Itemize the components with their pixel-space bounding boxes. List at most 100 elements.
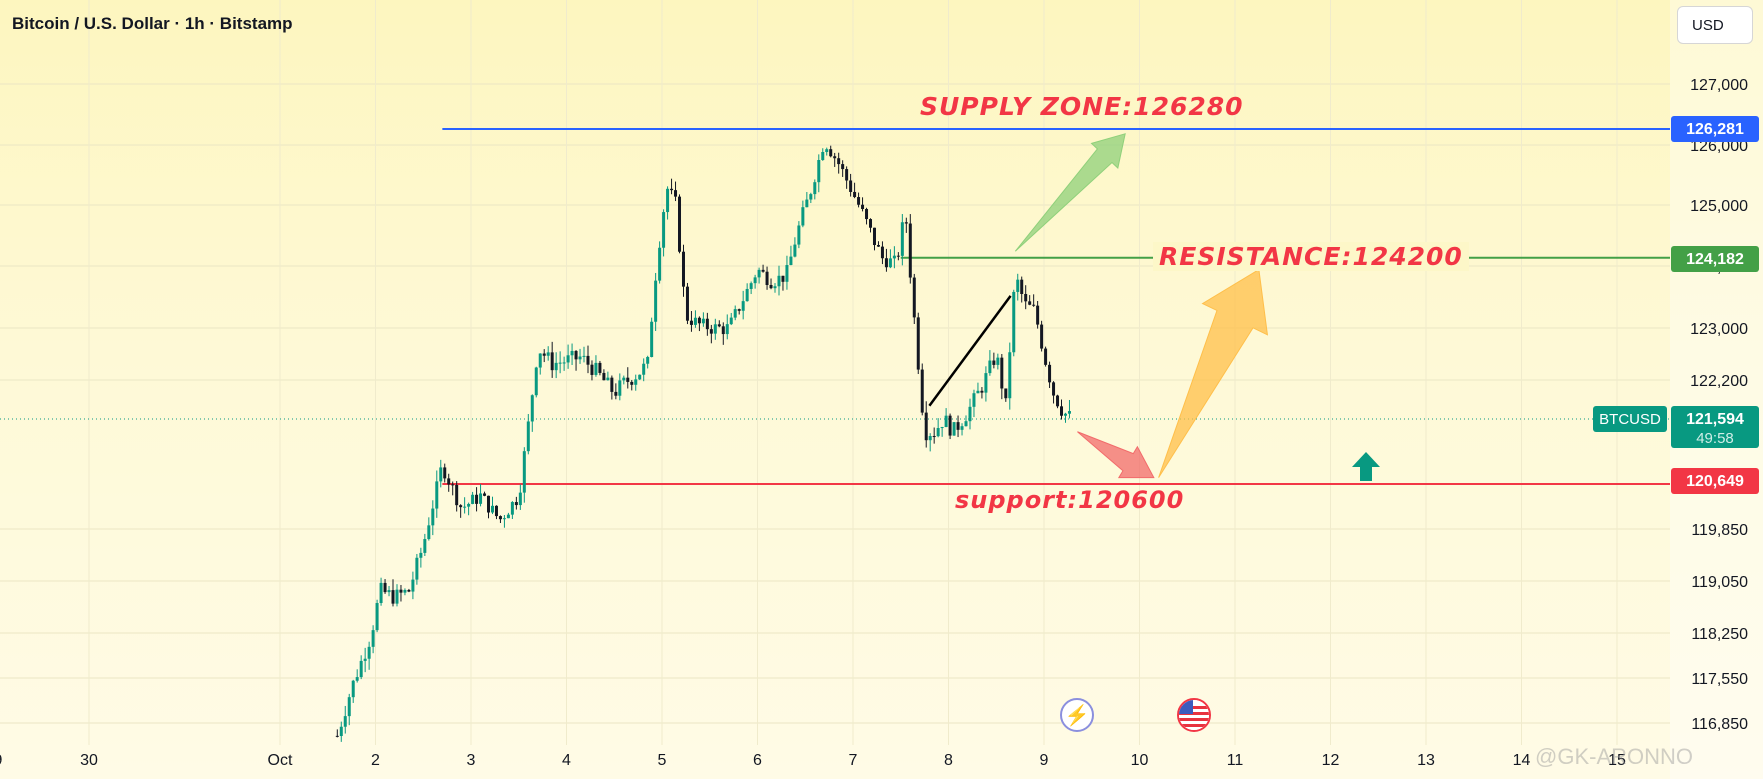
supply-price-text: 126,281 <box>1686 121 1744 138</box>
last-price-text: 121,594 <box>1686 411 1744 428</box>
candle-body <box>355 677 359 681</box>
candle-body <box>363 658 367 661</box>
candle-body <box>447 478 451 485</box>
candle-body <box>554 362 558 371</box>
candle-body <box>1044 348 1048 365</box>
candle-body <box>956 422 960 430</box>
candle-body <box>805 199 809 208</box>
candle-body <box>1024 293 1028 302</box>
candle-body <box>626 377 630 382</box>
candle-body <box>713 324 717 334</box>
candle-body <box>821 152 825 161</box>
target-resistance-arrow <box>1158 268 1269 478</box>
candle-body <box>475 494 479 504</box>
currency-button[interactable]: USD <box>1677 6 1753 44</box>
candle-body <box>936 428 940 437</box>
candle-body <box>685 286 689 321</box>
candle-body <box>964 421 968 427</box>
support-price-text: 120,649 <box>1686 473 1744 490</box>
candle-body <box>602 372 606 381</box>
symbol-title[interactable]: Bitcoin / U.S. Dollar · 1h · Bitstamp <box>12 14 293 33</box>
support-price-label <box>1671 468 1759 494</box>
candle-body <box>670 188 674 191</box>
resistance-annotation: RESISTANCE:124200 <box>1153 242 1469 271</box>
us-flag-icon[interactable] <box>1177 698 1211 732</box>
x-tick-label: 9 <box>1040 752 1049 769</box>
x-tick-label: 6 <box>753 752 762 769</box>
candle-body <box>972 393 976 407</box>
candle-body <box>538 353 542 368</box>
candle-body <box>944 415 948 428</box>
candle-body <box>857 197 861 205</box>
candle-body <box>884 258 888 268</box>
candle-body <box>753 277 757 284</box>
candle-body <box>892 255 896 259</box>
candle-body <box>562 362 566 364</box>
candle-body <box>896 255 900 257</box>
candle-body <box>745 288 749 302</box>
candle-body <box>367 646 371 659</box>
candle-body <box>498 516 502 520</box>
candle-body <box>757 269 761 278</box>
x-tick-label: 13 <box>1417 752 1435 769</box>
candle-body <box>1067 411 1071 414</box>
candle-body <box>940 427 944 429</box>
candle-body <box>793 244 797 257</box>
candle-body <box>467 503 471 507</box>
candle-body <box>1056 395 1060 407</box>
candle-body <box>988 360 992 374</box>
candle-body <box>646 356 650 364</box>
candle-body <box>403 589 407 593</box>
up-arrow-icon <box>1352 452 1380 481</box>
candle-body <box>825 149 829 153</box>
candle-body <box>622 377 626 381</box>
candle-body <box>371 630 375 647</box>
y-tick-label: 127,000 <box>1690 77 1748 94</box>
resistance-price-text: 124,182 <box>1686 251 1744 268</box>
lightning-event-icon[interactable]: ⚡ <box>1060 698 1094 732</box>
candle-body <box>606 377 610 381</box>
candle-body <box>924 412 928 441</box>
x-tick-label: 14 <box>1513 752 1531 769</box>
candle-body <box>908 223 912 278</box>
candle-body <box>347 697 351 717</box>
candle-body <box>980 390 984 393</box>
candle-body <box>379 582 383 604</box>
resistance-price-label <box>1671 246 1759 272</box>
candle-body <box>479 493 483 504</box>
candle-body <box>391 590 395 604</box>
candle-body <box>916 317 920 370</box>
dip-support-arrow <box>1077 431 1155 479</box>
candle-body <box>610 377 614 392</box>
candle-body <box>797 225 801 245</box>
candle-body <box>1012 291 1016 353</box>
candle-body <box>809 194 813 200</box>
last-price-label <box>1671 406 1759 448</box>
y-tick-label: 122,200 <box>1690 373 1748 390</box>
candle-body <box>1060 406 1064 416</box>
candle-body <box>630 381 634 385</box>
candle-body <box>650 321 654 357</box>
candle-body <box>837 158 841 165</box>
target-supply-arrow <box>1014 133 1126 252</box>
candles <box>335 145 1071 742</box>
candle-body <box>339 726 343 737</box>
candle-body <box>542 353 546 356</box>
candle-body <box>395 589 399 604</box>
candle-body <box>375 603 379 631</box>
candle-body <box>1028 301 1032 305</box>
candle-body <box>781 275 785 282</box>
candle-body <box>833 156 837 159</box>
candle-body <box>522 451 526 493</box>
candle-body <box>534 367 538 396</box>
candle-body <box>431 508 435 526</box>
candle-body <box>721 326 725 335</box>
candle-body <box>869 219 873 228</box>
candle-body <box>506 514 510 519</box>
candle-body <box>407 589 411 592</box>
candle-body <box>654 280 658 322</box>
x-tick-label: 29 <box>0 752 3 769</box>
candle-body <box>769 284 773 289</box>
